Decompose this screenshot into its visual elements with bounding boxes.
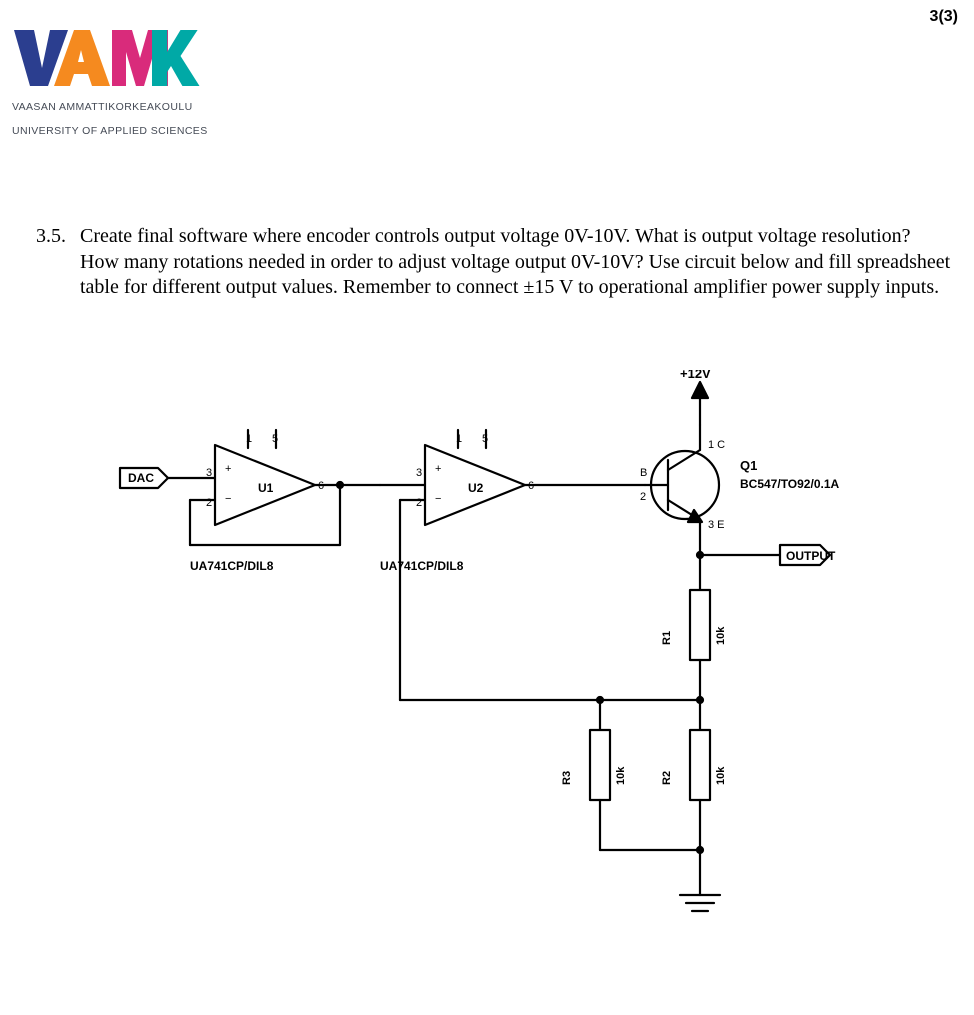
svg-text:10k: 10k [615,766,627,785]
svg-text:−: − [225,493,231,505]
institution-logo: VAASAN AMMATTIKORKEAKOULU UNIVERSITY OF … [12,28,252,138]
page: 3(3) VAASAN AMMATTIKORKEAKOULU UNIVERSIT… [0,0,974,1015]
svg-text:3: 3 [416,467,422,479]
svg-text:U1: U1 [258,481,274,495]
resistor-r2: R2 10k [661,700,727,895]
svg-text:10k: 10k [715,626,727,645]
supply-12v: +12V [680,370,711,425]
u2-part-label: UA741CP/DIL8 [380,559,464,573]
resistor-r1: R1 10k [661,555,727,700]
opamp-u1: 3 2 1 5 6 + − U1 [190,430,380,545]
svg-text:DAC: DAC [128,471,154,485]
logo-subtitle-1: VAASAN AMMATTIKORKEAKOULU [12,100,252,114]
svg-text:+: + [225,463,231,475]
circuit-diagram: DAC 3 2 1 5 6 + − U1 [80,370,900,940]
svg-text:−: − [435,493,441,505]
u1-part-label: UA741CP/DIL8 [190,559,274,573]
resistor-r3: R3 10k [561,700,703,853]
output-port: OUTPUT [697,545,836,565]
svg-text:2: 2 [416,497,422,509]
svg-text:1 C: 1 C [708,439,725,451]
svg-text:R2: R2 [661,771,673,785]
vamk-logo-icon [12,28,212,90]
svg-text:R1: R1 [661,631,673,645]
svg-text:R3: R3 [561,771,573,785]
svg-text:3: 3 [206,467,212,479]
page-number: 3(3) [930,8,958,26]
question-number: 3.5. [36,224,80,301]
question-text: Create final software where encoder cont… [80,224,952,301]
question-3-5: 3.5. Create final software where encoder… [36,224,952,301]
svg-text:B: B [640,467,647,479]
svg-text:3 E: 3 E [708,519,725,531]
dac-port: DAC [120,468,215,488]
ground-symbol [680,895,720,911]
svg-text:2: 2 [640,491,646,503]
svg-text:2: 2 [206,497,212,509]
logo-subtitle-2: UNIVERSITY OF APPLIED SCIENCES [12,124,252,138]
svg-text:+12V: +12V [680,370,711,381]
svg-text:+: + [435,463,441,475]
transistor-q1: 1 C B 2 3 E [640,425,725,555]
svg-text:U2: U2 [468,481,484,495]
q1-part: BC547/TO92/0.1A [740,477,839,491]
svg-text:OUTPUT: OUTPUT [786,549,836,563]
q1-ref: Q1 [740,458,757,473]
opamp-u2: 3 2 1 5 6 + − U2 [380,430,534,525]
svg-text:10k: 10k [715,766,727,785]
